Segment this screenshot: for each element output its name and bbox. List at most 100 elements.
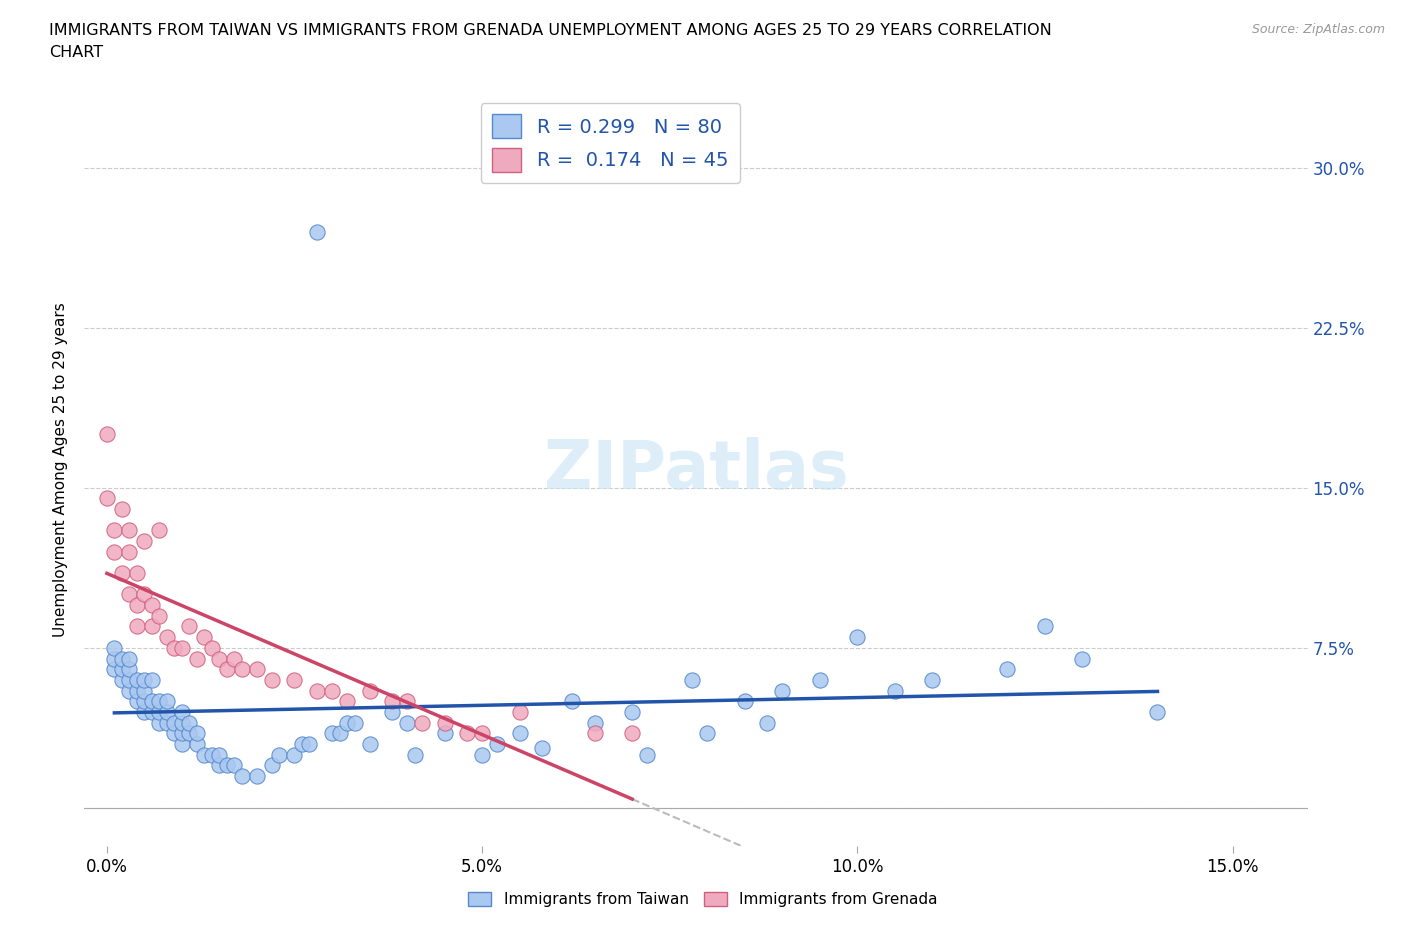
Point <box>621 704 644 719</box>
Point <box>96 491 118 506</box>
Point <box>215 662 238 677</box>
Point <box>134 704 156 719</box>
Point <box>486 737 509 751</box>
Point <box>163 641 186 656</box>
Point <box>148 694 170 709</box>
Point <box>170 737 193 751</box>
Point <box>231 662 253 677</box>
Point <box>208 651 231 666</box>
Text: Source: ZipAtlas.com: Source: ZipAtlas.com <box>1251 23 1385 36</box>
Point <box>396 715 419 730</box>
Point <box>305 224 328 239</box>
Point <box>118 587 141 602</box>
Point <box>141 598 163 613</box>
Point <box>404 747 426 762</box>
Point <box>921 672 943 687</box>
Point <box>846 630 869 644</box>
Point <box>269 747 291 762</box>
Point <box>636 747 658 762</box>
Point <box>770 683 793 698</box>
Point <box>118 544 141 559</box>
Point <box>134 694 156 709</box>
Point <box>179 725 201 740</box>
Point <box>118 672 141 687</box>
Point <box>283 747 305 762</box>
Point <box>1146 704 1168 719</box>
Point <box>193 747 215 762</box>
Point <box>208 747 231 762</box>
Point <box>111 501 134 516</box>
Point <box>96 427 118 442</box>
Point <box>1033 619 1056 634</box>
Point <box>298 737 321 751</box>
Point <box>170 641 193 656</box>
Point <box>756 715 779 730</box>
Point <box>381 694 404 709</box>
Point <box>291 737 314 751</box>
Point <box>321 683 343 698</box>
Text: ZIPatlas: ZIPatlas <box>544 437 848 502</box>
Point <box>808 672 831 687</box>
Point <box>141 694 163 709</box>
Point <box>134 683 156 698</box>
Point <box>103 523 125 538</box>
Point <box>125 683 148 698</box>
Point <box>433 715 456 730</box>
Point <box>103 662 125 677</box>
Point <box>208 758 231 773</box>
Point <box>359 683 381 698</box>
Point <box>156 694 179 709</box>
Point <box>125 694 148 709</box>
Point <box>246 768 269 783</box>
Point <box>411 715 433 730</box>
Point <box>170 715 193 730</box>
Point <box>103 651 125 666</box>
Point <box>509 704 531 719</box>
Point <box>141 672 163 687</box>
Point <box>163 715 186 730</box>
Point <box>336 694 359 709</box>
Point <box>696 725 718 740</box>
Point <box>148 704 170 719</box>
Point <box>125 672 148 687</box>
Point <box>179 715 201 730</box>
Point <box>681 672 703 687</box>
Point <box>125 619 148 634</box>
Point <box>111 672 134 687</box>
Point <box>328 725 350 740</box>
Point <box>201 747 224 762</box>
Point <box>134 534 156 549</box>
Point <box>246 662 269 677</box>
Text: IMMIGRANTS FROM TAIWAN VS IMMIGRANTS FROM GRENADA UNEMPLOYMENT AMONG AGES 25 TO : IMMIGRANTS FROM TAIWAN VS IMMIGRANTS FRO… <box>49 23 1052 38</box>
Point <box>283 672 305 687</box>
Point <box>148 715 170 730</box>
Point <box>336 715 359 730</box>
Point <box>433 725 456 740</box>
Point <box>148 608 170 623</box>
Point <box>305 683 328 698</box>
Point <box>456 725 478 740</box>
Point <box>1071 651 1094 666</box>
Legend: Immigrants from Taiwan, Immigrants from Grenada: Immigrants from Taiwan, Immigrants from … <box>463 885 943 913</box>
Point <box>156 715 179 730</box>
Point <box>224 758 246 773</box>
Point <box>381 704 404 719</box>
Point <box>997 662 1019 677</box>
Point <box>170 725 193 740</box>
Point <box>343 715 366 730</box>
Y-axis label: Unemployment Among Ages 25 to 29 years: Unemployment Among Ages 25 to 29 years <box>53 302 69 637</box>
Point <box>134 672 156 687</box>
Point <box>118 662 141 677</box>
Point <box>359 737 381 751</box>
Point <box>118 651 141 666</box>
Point <box>186 737 208 751</box>
Point <box>883 683 905 698</box>
Point <box>201 641 224 656</box>
Point <box>471 747 494 762</box>
Point <box>170 704 193 719</box>
Point <box>125 598 148 613</box>
Point <box>134 587 156 602</box>
Point <box>193 630 215 644</box>
Legend: R = 0.299   N = 80, R =  0.174   N = 45: R = 0.299 N = 80, R = 0.174 N = 45 <box>481 102 740 183</box>
Point <box>260 672 283 687</box>
